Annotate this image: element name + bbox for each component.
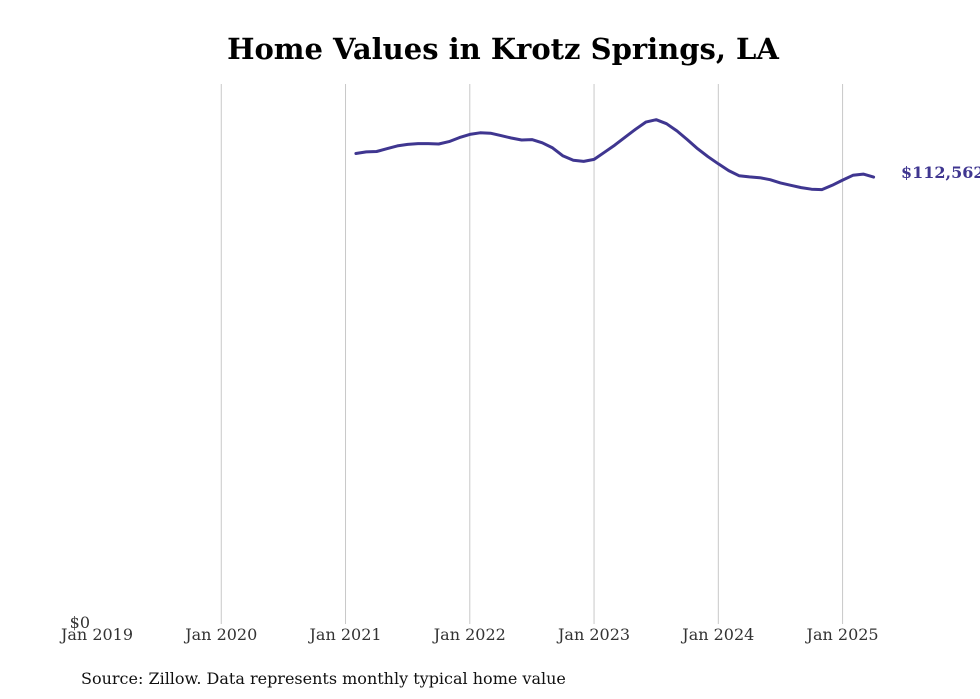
end-value-label: $112,562 — [901, 163, 980, 182]
y-tick-label: $0 — [70, 613, 90, 632]
source-note: Source: Zillow. Data represents monthly … — [81, 669, 566, 688]
chart-title: Home Values in Krotz Springs, LA — [227, 32, 779, 66]
series-line — [354, 118, 876, 192]
vertical-gridlines — [220, 84, 844, 624]
x-tick-label: Jan 2025 — [805, 625, 879, 644]
x-tick-label: Jan 2020 — [183, 625, 257, 644]
x-tick-label: Jan 2021 — [307, 625, 381, 644]
x-tick-label: Jan 2022 — [432, 625, 506, 644]
x-tick-label: Jan 2024 — [680, 625, 754, 644]
x-tick-label: Jan 2019 — [59, 625, 133, 644]
x-axis-tick-labels: Jan 2019 Jan 2020 Jan 2021 Jan 2022 Jan 2023… — [59, 625, 879, 644]
series-layer: $112,562 — [354, 118, 980, 192]
x-tick-label: Jan 2023 — [556, 625, 630, 644]
y-axis-tick-labels: $0 — [70, 613, 90, 632]
